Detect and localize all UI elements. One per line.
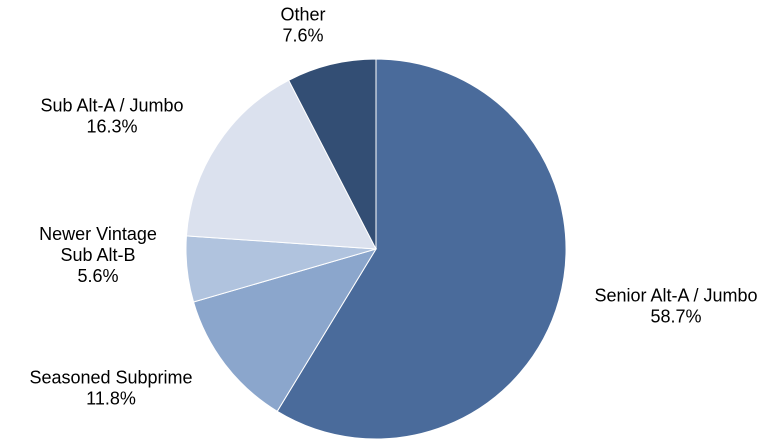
slice-value-label: 11.8% xyxy=(86,389,136,409)
slice-name-label: Other xyxy=(280,5,325,25)
slice-value-label: 16.3% xyxy=(86,117,137,137)
slice-label-3: Sub Alt-A / Jumbo 16.3% xyxy=(40,96,183,137)
slice-value-label: 5.6% xyxy=(77,266,118,286)
slice-name-label: Sub Alt-A / Jumbo xyxy=(40,96,183,116)
pie-slice-4 xyxy=(288,58,377,250)
slice-name-label: Sub Alt-B xyxy=(60,245,135,265)
slice-label-1: Seasoned Subprime 11.8% xyxy=(29,368,192,409)
pie-slice-1 xyxy=(192,248,378,412)
slice-name-label: Seasoned Subprime xyxy=(29,368,192,388)
slice-label-2: Newer Vintage Sub Alt-B 5.6% xyxy=(39,224,157,286)
pie-labels: Senior Alt-A / Jumbo 58.7% Seasoned Subpri… xyxy=(29,5,757,409)
slice-value-label: 7.6% xyxy=(282,26,323,46)
pie-slice-3 xyxy=(185,79,377,250)
slice-label-4: Other 7.6% xyxy=(280,5,325,46)
pie-slices xyxy=(185,58,567,439)
slice-label-0: Senior Alt-A / Jumbo 58.7% xyxy=(594,286,757,327)
slice-value-label: 58.7% xyxy=(650,307,701,327)
slice-name-label: Senior Alt-A / Jumbo xyxy=(594,286,757,306)
slice-name-label: Newer Vintage xyxy=(39,224,157,244)
